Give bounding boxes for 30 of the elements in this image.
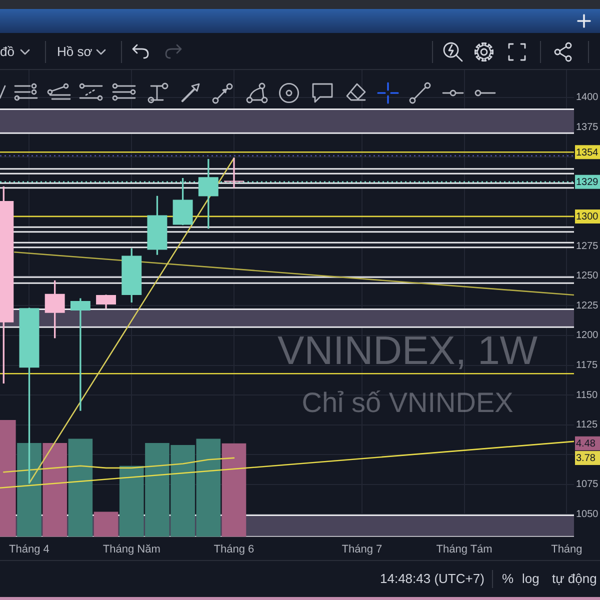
x-tick-label: Tháng xyxy=(551,543,582,556)
y-tick-label: 1150 xyxy=(576,390,598,401)
text: log xyxy=(522,571,540,587)
y-tick-label: 1050 xyxy=(576,508,599,520)
y2-tick-label: 4.48 xyxy=(576,438,596,450)
y-tick-label: 1075 xyxy=(576,479,599,490)
text: tự động xyxy=(552,571,597,587)
y2-tick-label: 3.78 xyxy=(576,453,596,464)
text: % xyxy=(502,571,514,587)
x-tick-label: Tháng 4 xyxy=(9,543,50,556)
ref-line-label: 1300 xyxy=(576,212,599,223)
y-tick-label: 1375 xyxy=(576,122,599,133)
y-tick-label: 1250 xyxy=(576,270,599,282)
text: đồ xyxy=(0,44,14,60)
x-tick-label: Tháng Năm xyxy=(102,543,160,556)
y-tick-label: 1175 xyxy=(576,360,598,372)
x-tick-label: Tháng 7 xyxy=(342,543,382,556)
y-tick-label: 1200 xyxy=(576,330,599,342)
text: Chỉ số VNINDEX xyxy=(302,387,514,418)
x-tick-label: Tháng 6 xyxy=(214,543,254,556)
y-tick-label: 1400 xyxy=(576,92,599,104)
y-tick-label: 1125 xyxy=(576,420,598,431)
x-tick-label: Tháng Tám xyxy=(436,543,492,556)
text: 14:48:43 (UTC+7) xyxy=(380,571,484,587)
y-tick-label: 1275 xyxy=(576,240,599,252)
ref-line-label: 1329 xyxy=(576,177,599,188)
y-tick-label: 1225 xyxy=(576,300,599,312)
ref-line-label: 1354 xyxy=(576,147,599,158)
text: VNINDEX, 1W xyxy=(278,329,538,373)
text: Hồ sơ xyxy=(57,44,92,60)
